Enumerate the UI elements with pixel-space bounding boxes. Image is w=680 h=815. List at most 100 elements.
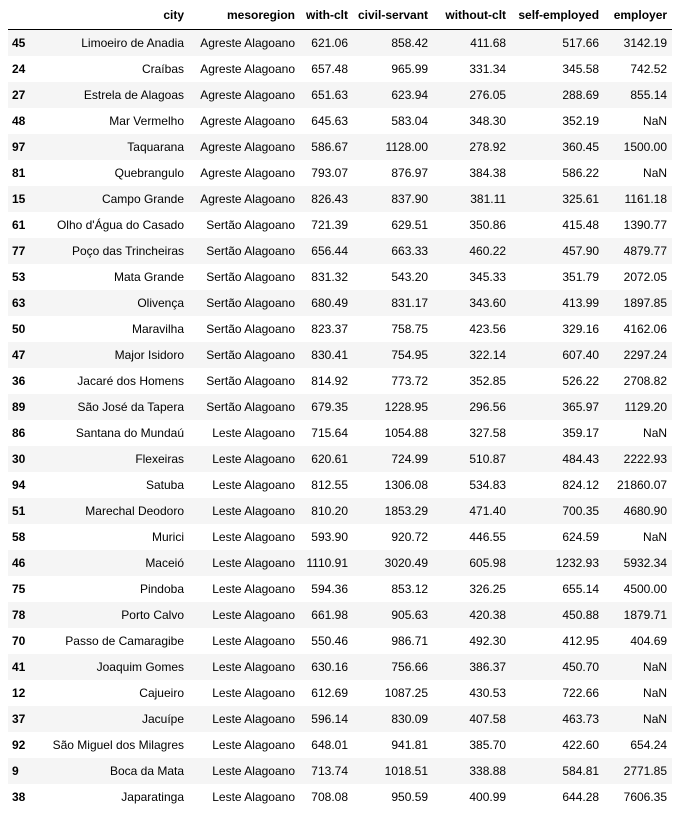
cell-civil-servant: 543.20: [391, 270, 429, 284]
cell-self-employed: 351.79: [562, 270, 600, 284]
cell-employer: 855.14: [630, 88, 668, 102]
cell-with-clt: 708.08: [311, 790, 348, 804]
cell-employer: 1879.71: [623, 608, 668, 622]
table-row: 70 Passo de Camaragibe Leste Alagoano 550.4…: [8, 628, 673, 654]
cell-city: Quebrangulo: [114, 166, 184, 180]
cell-without-clt: 430.53: [469, 686, 507, 700]
cell-self-employed: 607.40: [562, 348, 600, 362]
table-row: 47 Major Isidoro Sertão Alagoano 830.41 754.…: [8, 342, 673, 368]
table-row: 9 Boca da Mata Leste Alagoano 713.74 1018.51…: [8, 758, 673, 784]
cell-mesoregion: Leste Alagoano: [212, 712, 295, 726]
cell-city: Porto Calvo: [121, 608, 184, 622]
cell-city: Satuba: [145, 478, 184, 492]
cell-self-employed: 824.12: [562, 478, 600, 492]
cell-civil-servant: 1853.29: [384, 504, 429, 518]
cell-civil-servant: 830.09: [391, 712, 429, 726]
cell-city: Cajueiro: [139, 686, 184, 700]
row-index: 37: [12, 712, 26, 726]
table-row: 15 Campo Grande Agreste Alagoano 826.43 837.…: [8, 186, 673, 212]
header-without-clt: without-clt: [433, 2, 512, 30]
row-index: 70: [12, 634, 26, 648]
cell-civil-servant: 853.12: [391, 582, 429, 596]
table-row: 36 Jacaré dos Homens Sertão Alagoano 814.92…: [8, 368, 673, 394]
cell-without-clt: 492.30: [469, 634, 507, 648]
cell-employer: 1897.85: [623, 296, 668, 310]
table-row: 24 Craíbas Agreste Alagoano 657.48 965.99 331…: [8, 56, 673, 82]
cell-with-clt: 721.39: [311, 218, 348, 232]
table-row: 78 Porto Calvo Leste Alagoano 661.98 905.63 4…: [8, 602, 673, 628]
table-row: 81 Quebrangulo Agreste Alagoano 793.07 876.9…: [8, 160, 673, 186]
cell-mesoregion: Leste Alagoano: [212, 478, 295, 492]
cell-without-clt: 345.33: [469, 270, 507, 284]
row-index: 45: [12, 36, 26, 50]
cell-mesoregion: Agreste Alagoano: [200, 88, 295, 102]
cell-city: São Miguel dos Milagres: [52, 738, 184, 752]
row-index: 15: [12, 192, 26, 206]
row-index: 75: [12, 582, 26, 596]
row-index: 30: [12, 452, 26, 466]
cell-with-clt: 1110.91: [306, 556, 348, 570]
cell-self-employed: 329.16: [562, 322, 600, 336]
cell-employer: 4162.06: [623, 322, 668, 336]
cell-civil-servant: 1228.95: [384, 400, 429, 414]
header-index: [8, 2, 38, 30]
cell-mesoregion: Sertão Alagoano: [206, 374, 295, 388]
cell-mesoregion: Sertão Alagoano: [206, 270, 295, 284]
cell-self-employed: 345.58: [562, 62, 600, 76]
cell-self-employed: 365.97: [562, 400, 600, 414]
cell-with-clt: 656.44: [311, 244, 348, 258]
row-index: 89: [12, 400, 26, 414]
table-row: 46 Maceió Leste Alagoano 1110.91 3020.49 605.…: [8, 550, 673, 576]
cell-without-clt: 407.58: [469, 712, 507, 726]
cell-city: Boca da Mata: [109, 764, 184, 778]
cell-employer: 2708.82: [623, 374, 668, 388]
table-row: 58 Murici Leste Alagoano 593.90 920.72 446.55…: [8, 524, 673, 550]
table-row: 75 Pindoba Leste Alagoano 594.36 853.12 326.2…: [8, 576, 673, 602]
cell-mesoregion: Leste Alagoano: [212, 504, 295, 518]
cell-without-clt: 411.68: [470, 36, 507, 50]
cell-employer: 2072.05: [623, 270, 668, 284]
cell-employer: 1390.77: [623, 218, 668, 232]
table-row: 89 São José da Tapera Sertão Alagoano 679.3…: [8, 394, 673, 420]
header-city: city: [38, 2, 189, 30]
cell-self-employed: 655.14: [562, 582, 600, 596]
row-index: 53: [12, 270, 26, 284]
cell-self-employed: 526.22: [562, 374, 600, 388]
cell-employer: 4879.77: [623, 244, 668, 258]
row-index: 58: [12, 530, 26, 544]
cell-civil-servant: 1306.08: [384, 478, 429, 492]
cell-with-clt: 831.32: [311, 270, 348, 284]
cell-self-employed: 412.95: [562, 634, 600, 648]
cell-self-employed: 484.43: [562, 452, 600, 466]
cell-employer: 4680.90: [623, 504, 668, 518]
cell-city: Marechal Deodoro: [85, 504, 184, 518]
row-index: 36: [12, 374, 26, 388]
cell-without-clt: 384.38: [469, 166, 507, 180]
cell-city: Mata Grande: [113, 270, 184, 284]
table-row: 92 São Miguel dos Milagres Leste Alagoano 6…: [8, 732, 673, 758]
table-row: 97 Taquarana Agreste Alagoano 586.67 1128.00…: [8, 134, 673, 160]
cell-without-clt: 296.56: [469, 400, 507, 414]
cell-city: Campo Grande: [101, 192, 184, 206]
cell-city: Major Isidoro: [114, 348, 184, 362]
table-row: 63 Olivença Sertão Alagoano 680.49 831.17 343…: [8, 290, 673, 316]
cell-self-employed: 457.90: [562, 244, 600, 258]
cell-with-clt: 593.90: [311, 530, 348, 544]
cell-employer: 21860.07: [616, 478, 668, 492]
cell-employer: NaN: [643, 166, 668, 180]
cell-civil-servant: 941.81: [391, 738, 429, 752]
row-index: 47: [12, 348, 26, 362]
cell-self-employed: 584.81: [562, 764, 600, 778]
table-row: 94 Satuba Leste Alagoano 812.55 1306.08 534.8…: [8, 472, 673, 498]
cell-employer: NaN: [643, 426, 668, 440]
cell-without-clt: 278.92: [469, 140, 507, 154]
table-body: 45 Limoeiro de Anadia Agreste Alagoano 621.…: [8, 29, 673, 810]
cell-city: Joaquim Gomes: [96, 660, 184, 674]
cell-civil-servant: 905.63: [391, 608, 429, 622]
cell-self-employed: 624.59: [562, 530, 600, 544]
cell-mesoregion: Sertão Alagoano: [206, 348, 295, 362]
row-index: 94: [12, 478, 26, 492]
cell-civil-servant: 623.94: [391, 88, 429, 102]
table-row: 53 Mata Grande Sertão Alagoano 831.32 543.20…: [8, 264, 673, 290]
row-index: 12: [12, 686, 26, 700]
